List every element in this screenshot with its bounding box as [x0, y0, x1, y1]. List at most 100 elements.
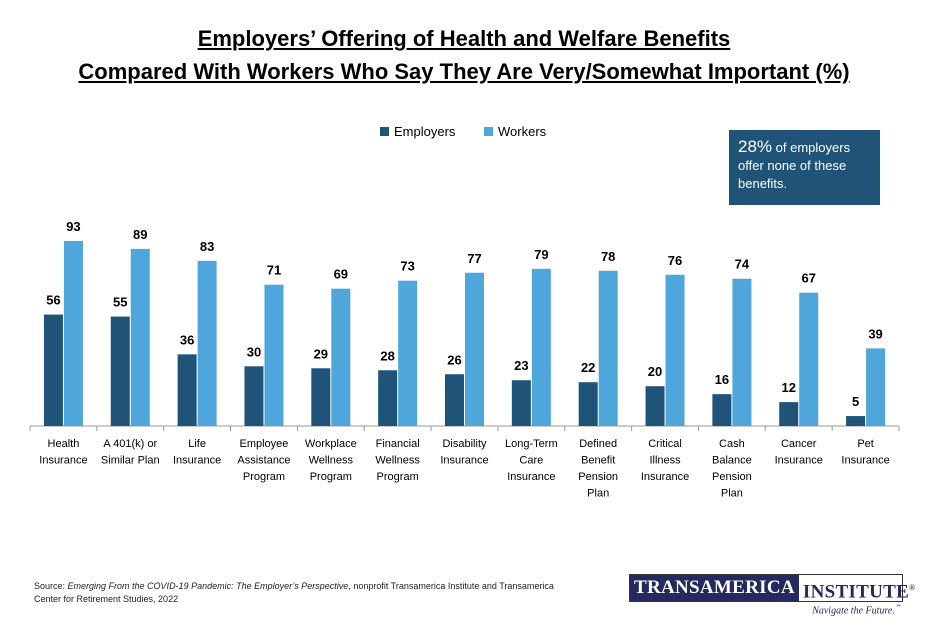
- x-tick-label: Illness: [649, 455, 681, 467]
- callout-text: of employers offer none of these benefit…: [738, 140, 851, 191]
- bar-workers: [799, 292, 819, 426]
- data-label-workers: 76: [668, 253, 682, 268]
- bar-workers: [331, 288, 351, 426]
- x-tick-label: Wellness: [375, 455, 420, 467]
- source-title: Emerging From the COVID-19 Pandemic: The…: [67, 581, 349, 591]
- x-tick-label: Life: [188, 438, 206, 450]
- data-label-workers: 78: [601, 249, 615, 264]
- x-tick-label: Benefit: [581, 455, 615, 467]
- data-label-workers: 83: [200, 239, 214, 254]
- x-tick-label: Insurance: [507, 471, 555, 483]
- bar-employers: [578, 382, 598, 426]
- data-label-employers: 20: [648, 364, 662, 379]
- bar-employers: [511, 380, 531, 426]
- data-label-employers: 55: [113, 295, 127, 310]
- bar-workers: [63, 240, 83, 426]
- x-tick-label: Program: [377, 471, 419, 483]
- bar-workers: [197, 260, 217, 426]
- data-label-workers: 67: [801, 271, 815, 286]
- source-prefix: Source:: [34, 581, 68, 591]
- x-tick-label: Cash: [719, 438, 745, 450]
- bar-chart: 56 93 Health Insurance 55 89 A 401(k) or Simila…: [29, 124, 900, 500]
- x-tick-label: A 401(k) or: [103, 438, 157, 450]
- data-label-workers: 79: [534, 247, 548, 262]
- x-tick-label: Health: [48, 438, 80, 450]
- chart-title-line-2: Compared With Workers Who Say They Are V…: [78, 59, 850, 84]
- bar-workers: [130, 248, 150, 426]
- x-tick-label: Defined: [579, 438, 617, 450]
- logo-part-1: TRANSAMERICA: [630, 575, 799, 601]
- bar-workers: [665, 274, 685, 426]
- data-label-employers: 28: [380, 348, 394, 363]
- data-label-employers: 5: [852, 394, 859, 409]
- x-tick-label: Pension: [578, 471, 618, 483]
- x-tick-label: Assistance: [237, 455, 290, 467]
- data-label-workers: 39: [868, 326, 882, 341]
- x-tick-label: Insurance: [641, 471, 689, 483]
- bar-workers: [264, 284, 284, 426]
- x-tick-label: Plan: [721, 488, 743, 500]
- data-label-employers: 56: [46, 293, 60, 308]
- data-label-workers: 74: [735, 257, 750, 272]
- bar-employers: [846, 416, 866, 426]
- data-label-employers: 29: [314, 346, 328, 361]
- bar-employers: [445, 374, 464, 426]
- logo-tagline: Navigate the Future.℠: [629, 604, 903, 616]
- x-tick-label: Cancer: [781, 438, 817, 450]
- data-label-workers: 71: [267, 263, 281, 278]
- x-tick-label: Pension: [712, 471, 752, 483]
- data-label-workers: 73: [400, 259, 414, 274]
- x-tick-label: Workplace: [305, 438, 357, 450]
- x-tick-label: Critical: [648, 438, 682, 450]
- transamerica-institute-logo: TRANSAMERICA INSTITUTE® Navigate the Fut…: [629, 574, 915, 620]
- bar-employers: [712, 394, 732, 426]
- logo-part-2-text: INSTITUTE: [802, 581, 910, 603]
- x-tick-label: Insurance: [173, 455, 221, 467]
- data-label-employers: 26: [447, 352, 461, 367]
- data-label-employers: 12: [781, 380, 795, 395]
- x-tick-label: Insurance: [440, 455, 488, 467]
- legend-swatch-employers: [380, 127, 389, 136]
- bar-employers: [43, 314, 63, 426]
- x-tick-label: Wellness: [309, 455, 354, 467]
- data-label-employers: 16: [715, 372, 729, 387]
- callout-box: 28% of employers offer none of these ben…: [729, 130, 880, 205]
- legend-label-employers: Employers: [394, 124, 456, 139]
- bar-workers: [866, 348, 886, 426]
- logo-part-2: INSTITUTE®: [799, 575, 919, 603]
- x-tick-label: Plan: [587, 488, 609, 500]
- logo-service-mark: ℠: [894, 605, 901, 611]
- x-tick-label: Balance: [712, 455, 752, 467]
- legend-swatch-workers: [484, 127, 493, 136]
- x-tick-label: Similar Plan: [101, 455, 160, 467]
- data-label-workers: 69: [334, 267, 348, 282]
- x-tick-label: Program: [243, 471, 285, 483]
- bar-workers: [598, 270, 618, 426]
- data-label-employers: 30: [247, 344, 261, 359]
- x-tick-label: Pet: [857, 438, 874, 450]
- x-tick-label: Insurance: [39, 455, 87, 467]
- bar-employers: [311, 368, 331, 426]
- bar-employers: [177, 354, 197, 426]
- data-label-employers: 23: [514, 358, 528, 373]
- x-tick-label: Program: [310, 471, 352, 483]
- x-tick-label: Financial: [376, 438, 420, 450]
- x-tick-label: Disability: [442, 438, 487, 450]
- x-tick-label: Employee: [240, 438, 289, 450]
- chart-title-line-1: Employers’ Offering of Health and Welfar…: [197, 26, 731, 51]
- x-tick-label: Long-Term: [505, 438, 558, 450]
- logo-wordmark: TRANSAMERICA INSTITUTE®: [629, 574, 915, 602]
- bar-workers: [398, 280, 418, 426]
- source-note: Source: Emerging From the COVID-19 Pande…: [34, 580, 554, 606]
- callout-percent: 28%: [738, 137, 773, 156]
- bar-employers: [244, 366, 264, 426]
- data-label-employers: 22: [581, 360, 595, 375]
- bar-employers: [779, 402, 799, 426]
- source-suffix: , nonprofit Transamerica Institute and T…: [34, 581, 554, 604]
- bar-workers: [531, 268, 551, 426]
- x-tick-label: Insurance: [775, 455, 823, 467]
- bar-employers: [110, 316, 130, 426]
- bar-employers: [378, 370, 398, 426]
- bar-workers: [465, 272, 484, 426]
- bar-workers: [732, 278, 752, 426]
